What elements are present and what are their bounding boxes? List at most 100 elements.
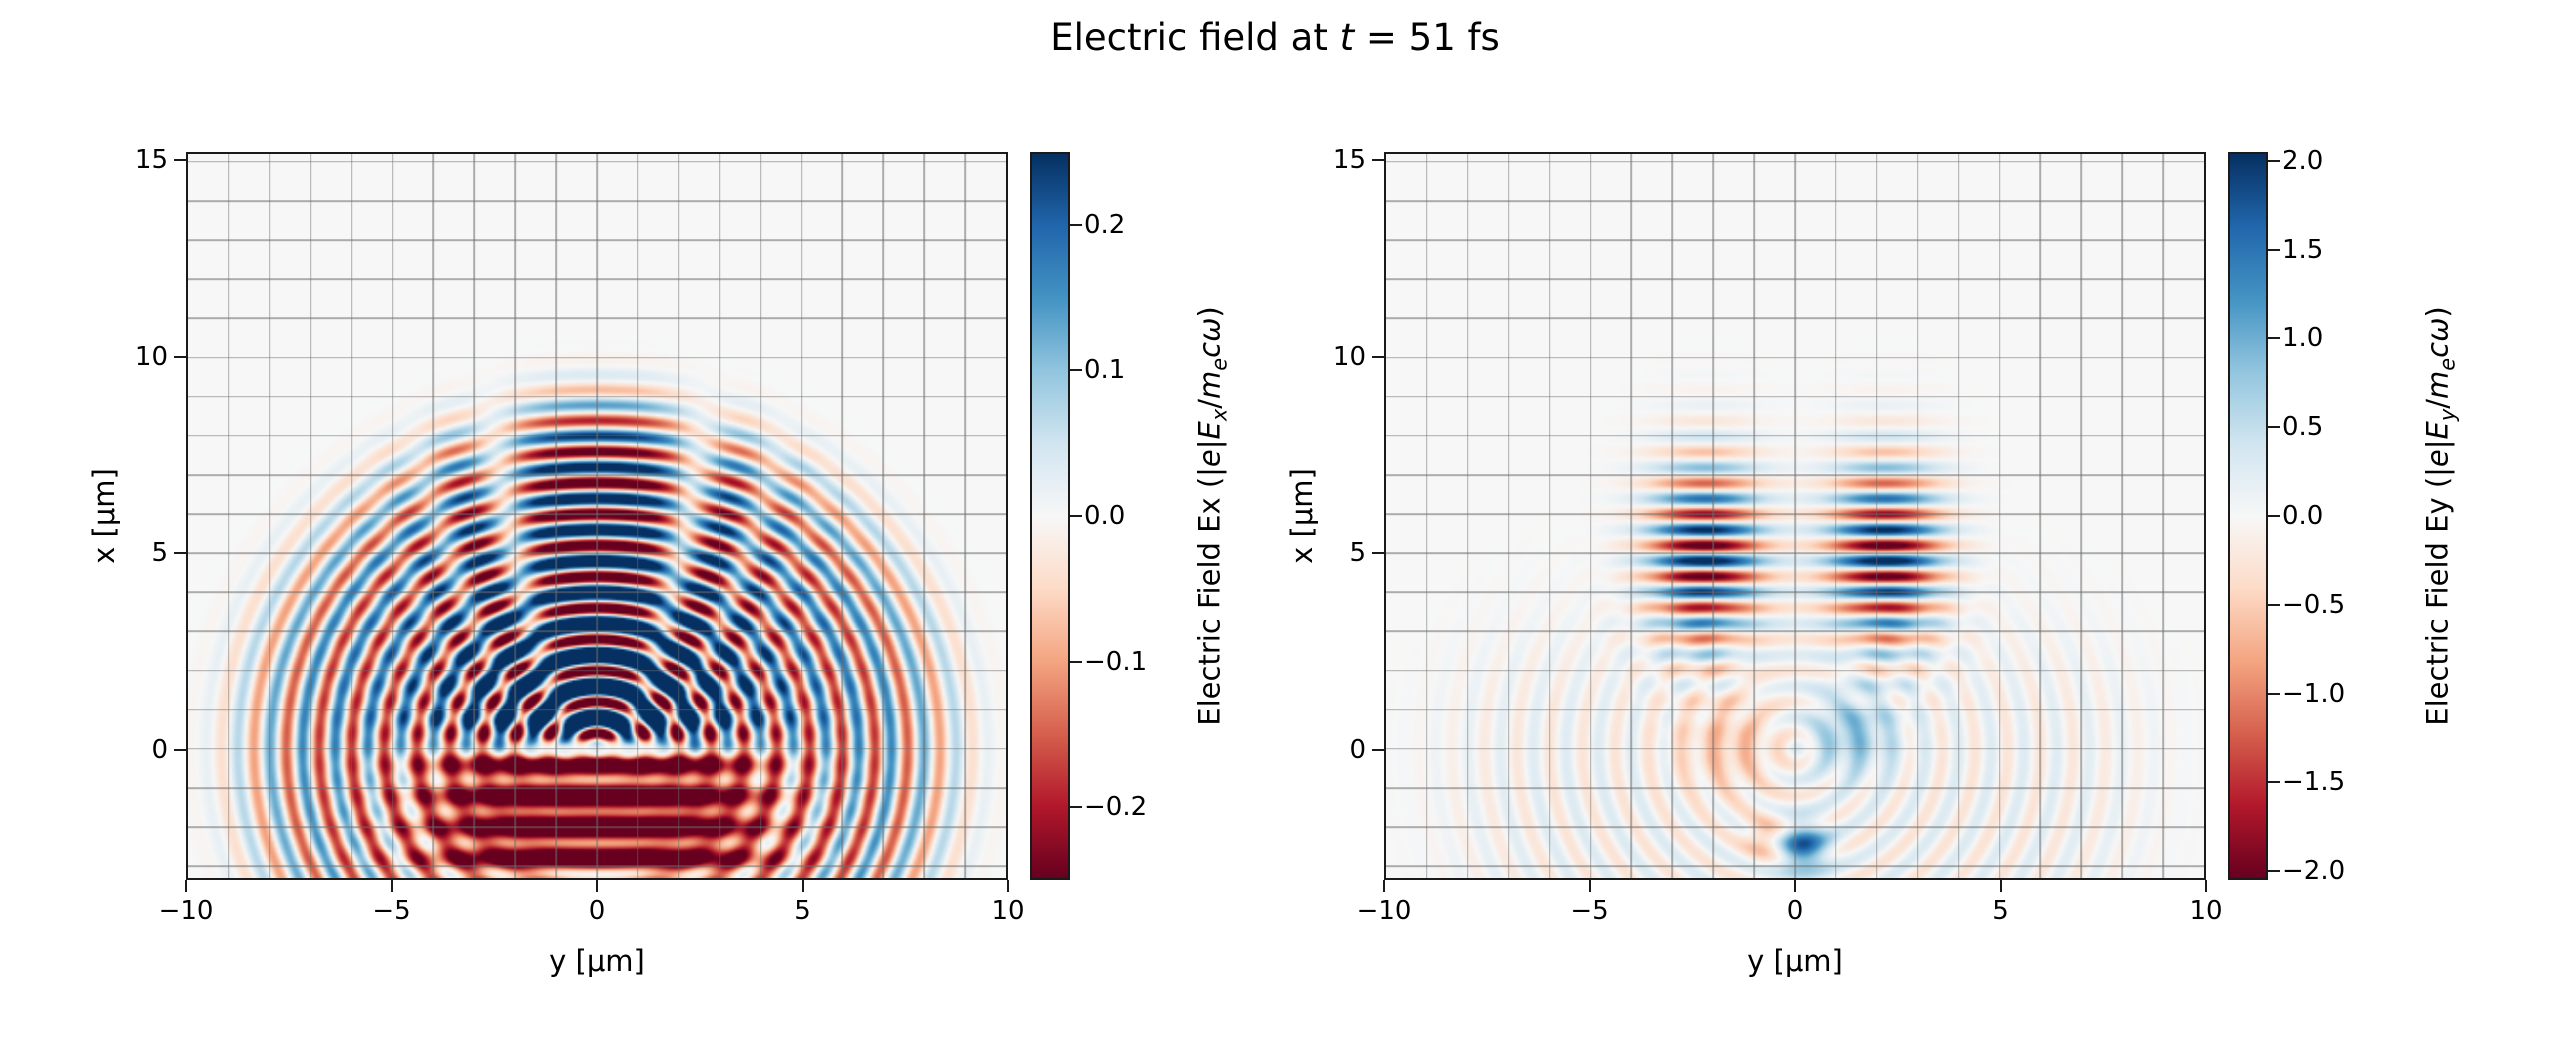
grid-line [391,154,394,878]
y-tick-mark [174,552,186,555]
grid-line [1386,395,2204,398]
grid-line [188,474,1006,476]
y-tick-label: 5 [1349,538,1366,569]
grid-line [1386,474,2204,476]
colorbar-tick-mark [2268,248,2280,251]
grid-line [882,154,885,878]
grid-line [309,154,312,878]
label-fragment: ω [2420,317,2455,342]
colorbar-tick-label: −0.2 [1084,792,1148,823]
figure-title: Electric field at t = 51 fs [1050,16,1500,59]
grid-line [1794,154,1796,878]
grid-line [1386,748,2204,750]
grid-layer-ey [1386,154,2204,878]
y-tick-mark [174,158,186,161]
colorbar-tick-label: 1.0 [2282,323,2324,354]
grid-line [637,154,639,878]
grid-line [432,154,435,878]
grid-line [188,630,1006,633]
grid-line [2162,154,2164,878]
colorbar-tick-mark [1070,223,1082,226]
label-fragment: / [1192,398,1227,409]
grid-line [188,669,1006,672]
grid-line [188,278,1006,281]
y-tick-mark [1372,749,1384,752]
label-fragment: Electric Field Ex (| [1192,467,1227,726]
colorbar-tick-mark [2268,337,2280,340]
grid-line [1916,154,1919,878]
grid-line [188,161,1006,163]
heatmap-image-ey [1386,154,2204,878]
label-fragment: E [2420,421,2455,440]
grid-line [1386,669,2204,672]
y-tick-label: 15 [134,144,168,175]
grid-line [514,154,516,878]
grid-line [1630,154,1633,878]
label-fragment: x [1207,408,1232,422]
grid-line [1386,278,2204,281]
colorbar-tick-label: −1.0 [2282,678,2346,709]
heatmap-axes-ex [186,152,1008,880]
grid-line [1386,161,2204,163]
grid-line [1548,154,1551,878]
grid-line [1753,154,1755,878]
label-fragment: ) [2420,306,2455,318]
grid-line [188,591,1006,594]
label-fragment: c [2420,341,2455,358]
label-fragment: Electric field at [1050,16,1340,59]
grid-line [800,154,803,878]
grid-line [2080,154,2083,878]
grid-layer-ex [188,154,1006,878]
grid-line [188,356,1006,359]
y-tick-mark [174,355,186,358]
grid-line [841,154,844,878]
label-fragment: | [2420,439,2455,450]
x-tick-mark [1383,880,1385,892]
colorbar-tick-label: 0.5 [2282,412,2324,443]
y-tick-mark [1372,355,1384,358]
grid-line [188,239,1006,241]
colorbar-tick-label: 0.0 [2282,501,2324,531]
grid-line [1386,239,2204,241]
colorbar-tick-label: 2.0 [2282,145,2324,176]
grid-line [188,200,1006,202]
x-tick-label: −5 [372,896,411,926]
grid-line [1386,591,2204,594]
label-fragment: ω [1192,317,1227,342]
label-fragment: | [1192,439,1227,450]
x-tick-label: 5 [794,896,811,926]
label-fragment: E [1192,421,1227,440]
label-fragment: e [2420,449,2455,468]
grid-line [188,826,1006,828]
label-fragment: c [1192,341,1227,358]
grid-line [1386,356,2204,359]
grid-line [188,513,1006,515]
colorbar-tick-mark [2268,870,2280,873]
grid-line [1998,154,2001,878]
x-tick-label: 10 [2189,896,2223,926]
x-tick-label: 10 [991,896,1025,926]
colorbar-ey [2228,152,2268,880]
grid-line [1386,708,2204,711]
grid-line [678,154,680,878]
colorbar-tick-mark [2268,603,2280,606]
colorbar-tick-mark [1070,369,1082,372]
colorbar-tick-label: −2.0 [2282,856,2346,887]
grid-line [596,154,598,878]
x-tick-mark [1999,880,2002,892]
x-tick-label: −10 [1356,896,1412,926]
y-axis-label-ey: x [μm] [1285,468,1319,564]
y-tick-mark [1372,158,1384,161]
grid-line [473,154,476,878]
grid-line [718,154,721,878]
grid-line [1386,630,2204,633]
grid-line [1386,826,2204,828]
label-fragment: m [1192,370,1227,399]
colorbar-tick-mark [2268,781,2280,784]
grid-line [1467,154,1469,878]
grid-line [188,395,1006,398]
grid-line [1386,552,2204,554]
colorbar-tick-mark [1070,806,1082,809]
